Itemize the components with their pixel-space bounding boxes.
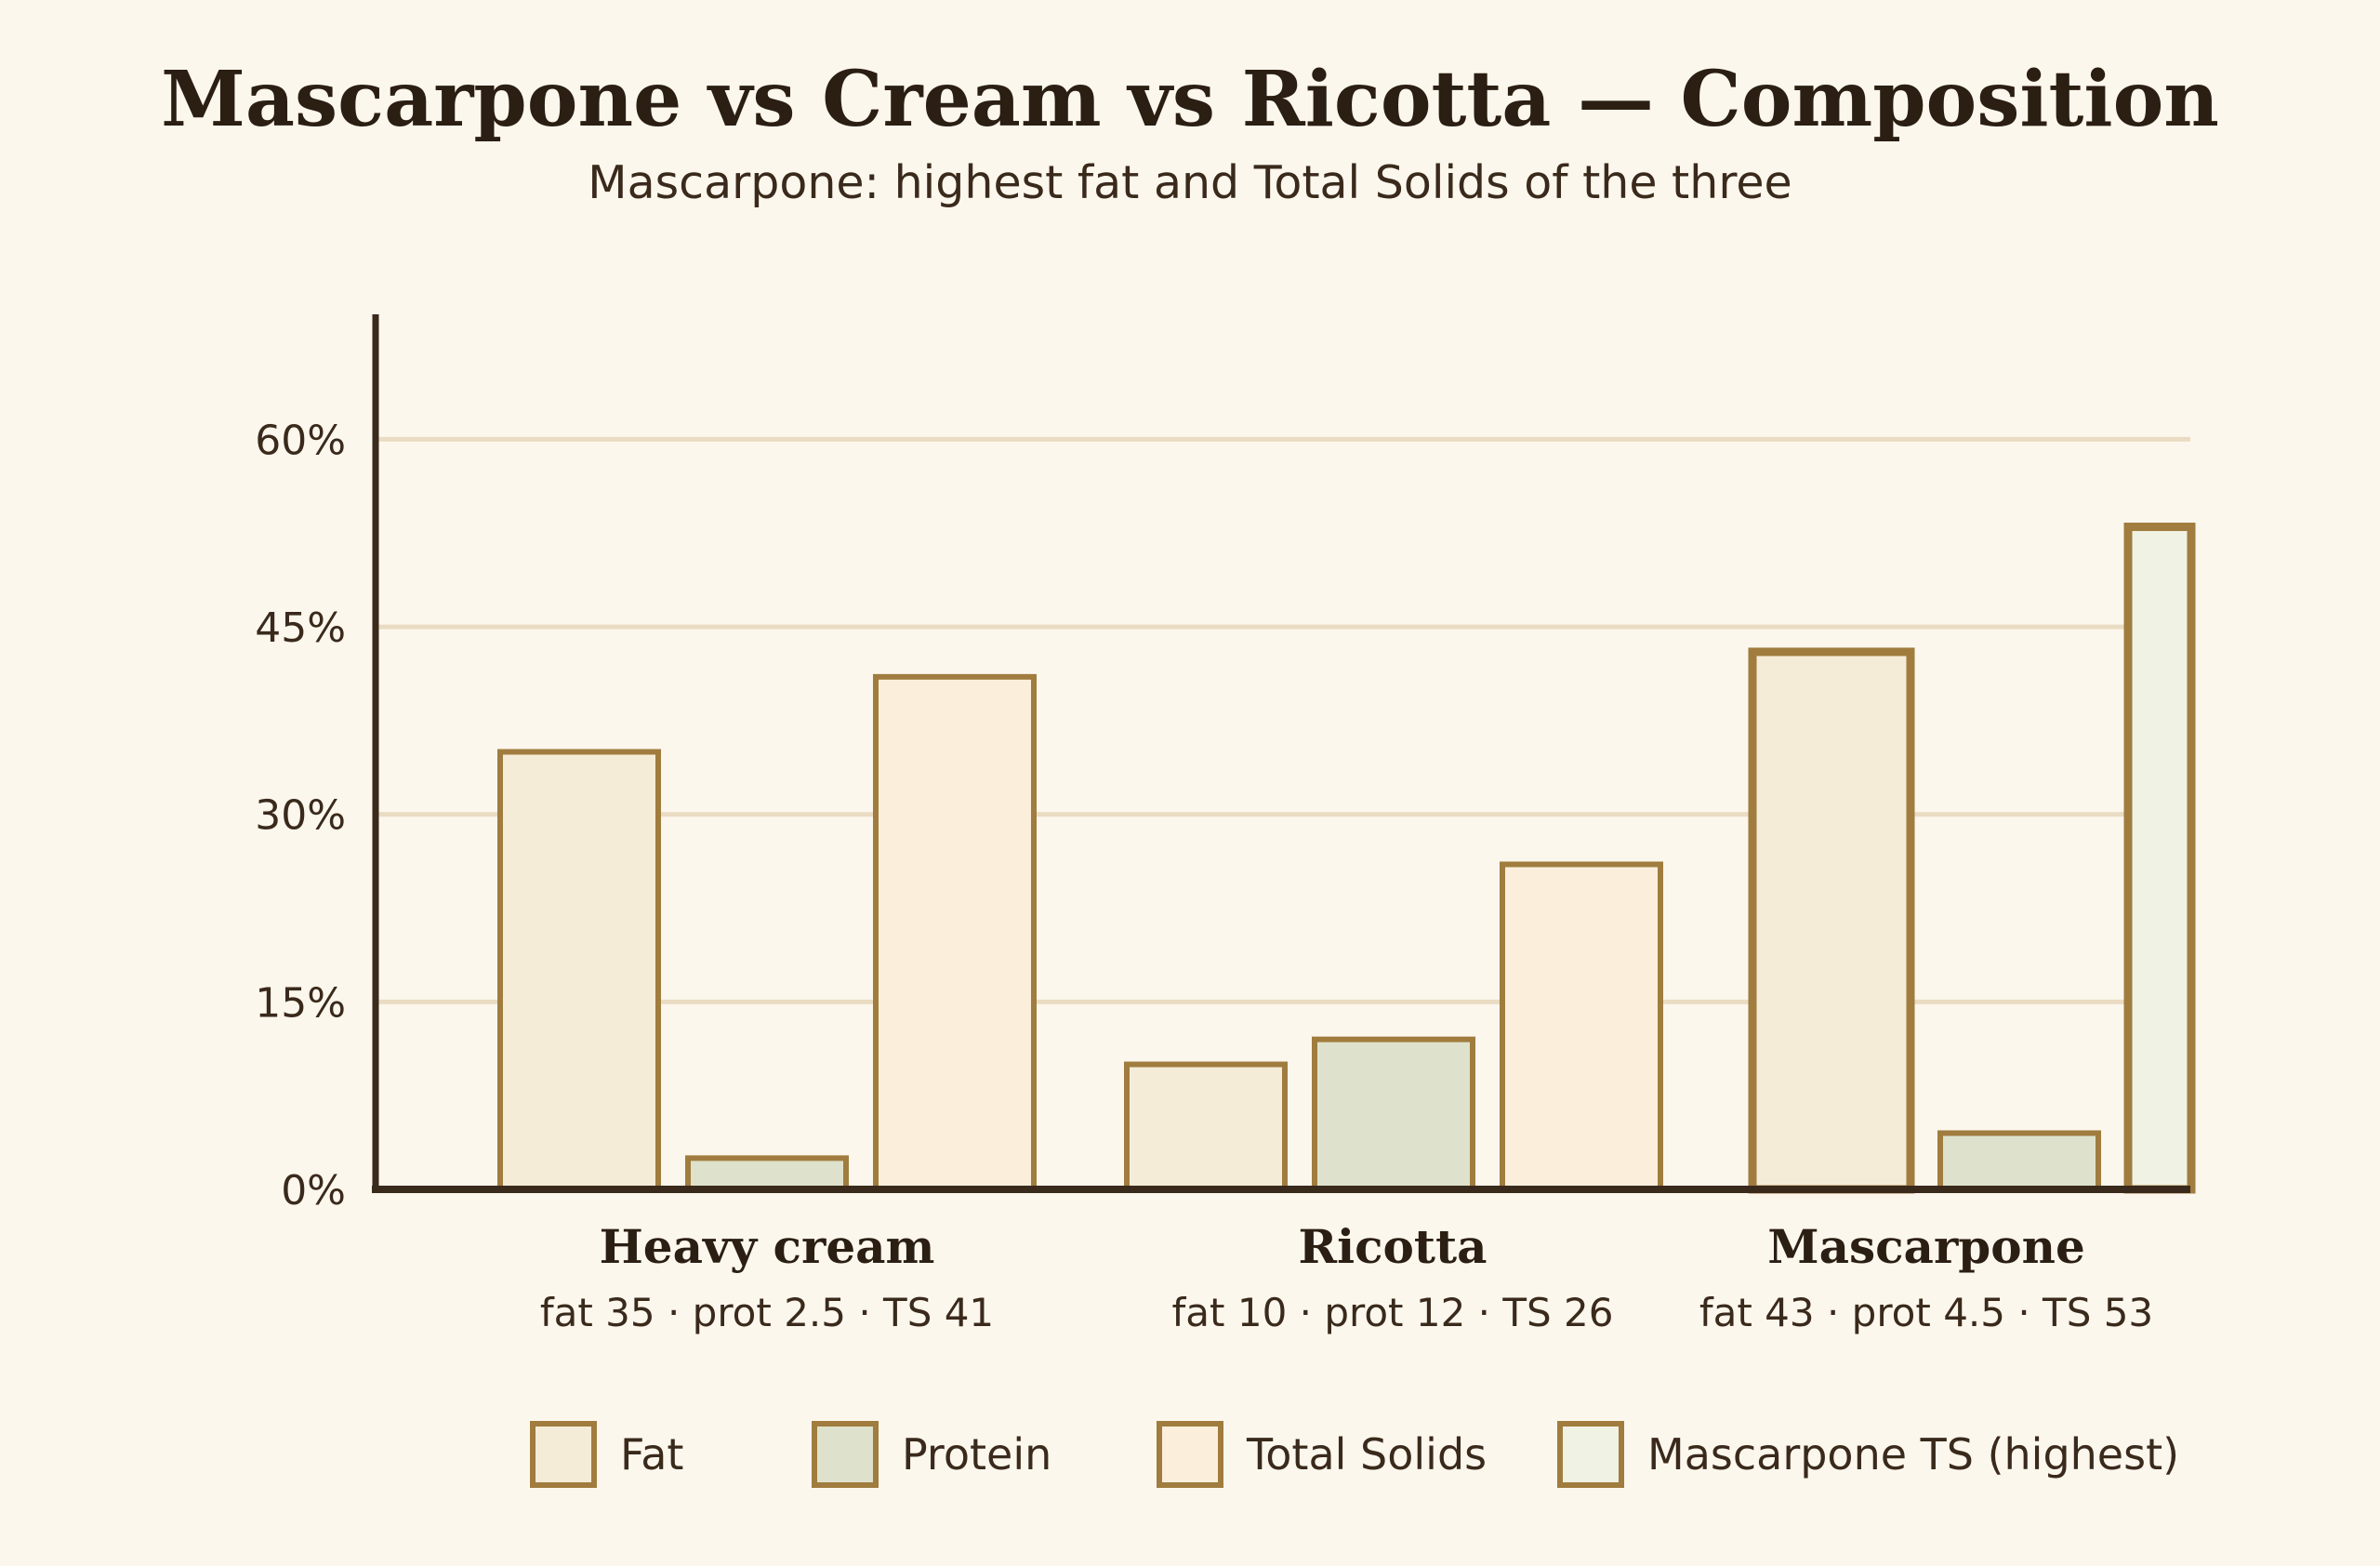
y-tick-label: 30% [255, 792, 346, 840]
bar-ricotta-total-solids [1500, 861, 1663, 1192]
category-label-ricotta: Ricotta [1299, 1219, 1488, 1274]
bars [497, 523, 2196, 1194]
bar-mascarpone-total-solids [2123, 523, 2196, 1194]
bar-heavy-cream-protein [685, 1155, 849, 1192]
chart-subtitle: Mascarpone: highest fat and Total Solids… [588, 156, 1792, 209]
bar-mascarpone-fat [1748, 647, 1915, 1194]
category-sublabel-mascarpone: fat 43 · prot 4.5 · TS 53 [1699, 1290, 2153, 1335]
bar-ricotta-protein [1312, 1036, 1475, 1192]
bar-heavy-cream-total-solids [873, 673, 1037, 1192]
y-tick-label: 0% [281, 1167, 346, 1214]
legend-swatch-mascarpone-ts-highest [1557, 1421, 1624, 1488]
bar-mascarpone-protein [1937, 1130, 2101, 1193]
category-sublabel-ricotta: fat 10 · prot 12 · TS 26 [1172, 1290, 1614, 1335]
bar-heavy-cream-fat [497, 749, 661, 1192]
legend-label-protein: Protein [902, 1429, 1051, 1480]
y-tick-label: 15% [255, 979, 346, 1027]
legend-swatch-fat [530, 1421, 597, 1488]
legend-swatch-protein [812, 1421, 879, 1488]
y-tick-label: 60% [255, 417, 346, 464]
y-tick-label: 45% [255, 604, 346, 652]
y-tick-labels: 0% 15% 30% 45% 60% [255, 417, 346, 1214]
legend-label-fat: Fat [620, 1429, 683, 1480]
legend-swatch-total-solids [1157, 1421, 1223, 1488]
legend: Fat Protein Total Solids Mascarpone TS (hig… [530, 1421, 2179, 1488]
legend-label-total-solids: Total Solids [1246, 1429, 1487, 1480]
category-sublabel-heavy-cream: fat 35 · prot 2.5 · TS 41 [540, 1290, 994, 1335]
axes [372, 314, 2190, 1193]
chart-title: Mascarpone vs Cream vs Ricotta — Composi… [161, 55, 2219, 144]
category-label-heavy-cream: Heavy cream [600, 1219, 935, 1274]
x-category-labels: Heavy cream fat 35 · prot 2.5 · TS 41 Rico… [540, 1219, 2153, 1335]
bar-ricotta-fat [1124, 1061, 1288, 1192]
legend-label-mascarpone-ts-highest: Mascarpone TS (highest) [1647, 1429, 2179, 1480]
category-label-mascarpone: Mascarpone [1767, 1219, 2085, 1274]
